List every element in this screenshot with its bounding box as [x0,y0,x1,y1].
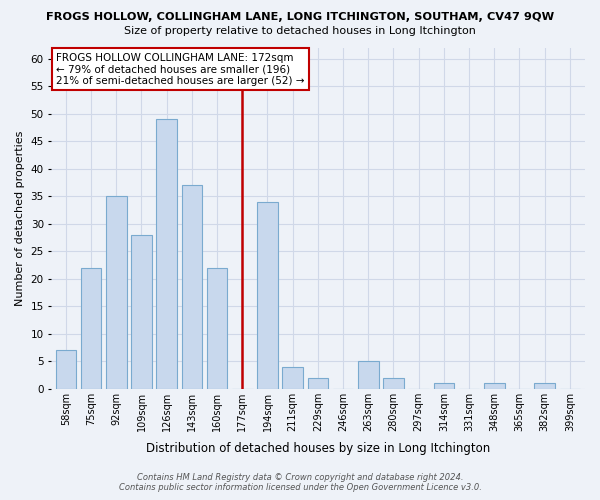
Bar [535,383,555,388]
Bar [308,378,328,388]
Bar [106,196,127,388]
Y-axis label: Number of detached properties: Number of detached properties [15,130,25,306]
Bar [383,378,404,388]
Bar [484,383,505,388]
Bar [157,119,177,388]
Bar [81,268,101,388]
Bar [358,361,379,388]
Text: Contains HM Land Registry data © Crown copyright and database right 2024.
Contai: Contains HM Land Registry data © Crown c… [119,473,481,492]
Bar [434,383,454,388]
Bar [207,268,227,388]
Text: FROGS HOLLOW COLLINGHAM LANE: 172sqm
← 79% of detached houses are smaller (196)
: FROGS HOLLOW COLLINGHAM LANE: 172sqm ← 7… [56,52,305,86]
Bar [56,350,76,389]
X-axis label: Distribution of detached houses by size in Long Itchington: Distribution of detached houses by size … [146,442,490,455]
Bar [283,366,303,388]
Text: FROGS HOLLOW, COLLINGHAM LANE, LONG ITCHINGTON, SOUTHAM, CV47 9QW: FROGS HOLLOW, COLLINGHAM LANE, LONG ITCH… [46,12,554,22]
Bar [182,185,202,388]
Text: Size of property relative to detached houses in Long Itchington: Size of property relative to detached ho… [124,26,476,36]
Bar [257,202,278,388]
Bar [131,234,152,388]
